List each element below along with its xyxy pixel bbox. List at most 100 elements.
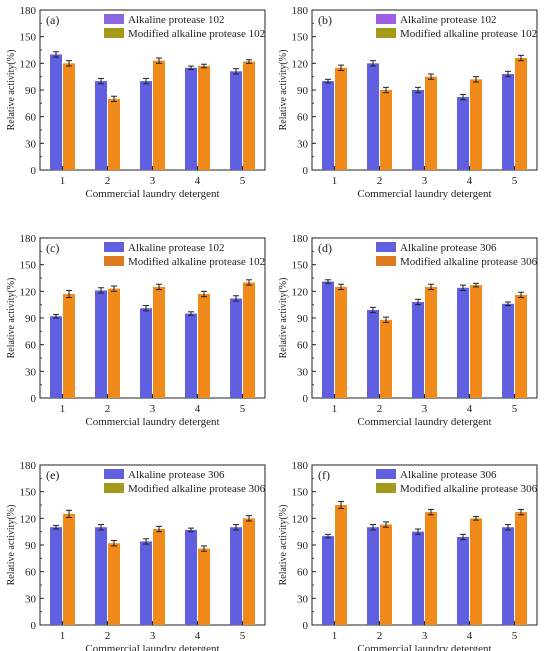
- y-tick-label: 90: [25, 85, 37, 97]
- x-tick-label: 1: [332, 403, 338, 415]
- x-tick-label: 5: [240, 175, 246, 187]
- legend-swatch: [376, 28, 396, 38]
- x-tick-label: 4: [195, 175, 201, 187]
- y-tick-label: 90: [297, 313, 309, 325]
- y-tick-label: 150: [20, 32, 37, 44]
- panel-label: (d): [318, 241, 332, 255]
- bar-series-2: [63, 294, 75, 398]
- bar-series-1: [502, 527, 514, 625]
- bar-series-1: [367, 310, 379, 398]
- y-tick-label: 90: [297, 85, 309, 97]
- bar-series-1: [140, 81, 152, 170]
- x-tick-label: 3: [422, 630, 428, 642]
- x-axis-title: Commercial laundry detergent: [85, 416, 219, 428]
- legend-swatch: [104, 242, 124, 252]
- x-tick-label: 2: [377, 630, 383, 642]
- y-tick-label: 0: [31, 620, 37, 632]
- legend-label: Modified alkaline protease 102: [128, 28, 265, 40]
- y-tick-label: 150: [292, 260, 309, 272]
- bar-series-2: [515, 512, 527, 625]
- bar-series-1: [412, 302, 424, 398]
- bar-series-2: [153, 529, 165, 625]
- bar-series-1: [185, 313, 197, 398]
- legend-swatch: [104, 256, 124, 266]
- x-tick-label: 5: [512, 630, 518, 642]
- legend-label: Alkaline protease 306: [400, 242, 497, 254]
- y-tick-label: 180: [20, 5, 37, 17]
- legend-label: Modified alkaline protease 102: [128, 256, 265, 268]
- bar-series-2: [198, 66, 210, 170]
- x-tick-label: 1: [60, 175, 66, 187]
- x-tick-label: 3: [422, 403, 428, 415]
- bar-series-1: [322, 536, 334, 625]
- x-tick-label: 3: [150, 630, 156, 642]
- x-axis-title: Commercial laundry detergent: [357, 643, 491, 651]
- bar-series-2: [243, 282, 255, 398]
- y-tick-label: 120: [20, 513, 37, 525]
- x-axis-title: Commercial laundry detergent: [85, 643, 219, 651]
- bar-series-2: [335, 505, 347, 625]
- y-tick-label: 180: [292, 460, 309, 472]
- y-tick-label: 180: [292, 233, 309, 245]
- bar-series-1: [230, 71, 242, 170]
- x-tick-label: 2: [377, 403, 383, 415]
- bar-series-2: [243, 518, 255, 625]
- legend-swatch: [376, 14, 396, 24]
- y-tick-label: 0: [303, 393, 309, 405]
- y-axis-title: Relative activity(%): [278, 278, 289, 359]
- legend-swatch: [104, 14, 124, 24]
- bar-series-1: [50, 316, 62, 398]
- bar-series-1: [230, 527, 242, 625]
- y-tick-label: 60: [297, 340, 309, 352]
- y-tick-label: 0: [303, 620, 309, 632]
- chart-panel-c: 0 30 60 90 120 150 180 Relative activity(%) 1 2 3 4…: [6, 233, 266, 428]
- bar-series-1: [457, 97, 469, 170]
- y-tick-label: 60: [297, 567, 309, 579]
- x-tick-label: 4: [467, 630, 473, 642]
- y-tick-label: 60: [25, 340, 37, 352]
- x-tick-label: 4: [195, 630, 201, 642]
- bar-series-1: [412, 531, 424, 625]
- chart-panel-d: 0 30 60 90 120 150 180 Relative activity(%) 1 2 3 4…: [278, 233, 538, 428]
- y-tick-label: 60: [297, 112, 309, 124]
- bar-series-2: [515, 58, 527, 170]
- y-axis-title: Relative activity(%): [6, 278, 17, 359]
- y-axis-title: Relative activity(%): [278, 505, 289, 586]
- bar-series-2: [198, 548, 210, 625]
- x-tick-label: 3: [150, 175, 156, 187]
- y-tick-label: 0: [31, 165, 37, 177]
- x-tick-label: 4: [467, 175, 473, 187]
- bar-series-1: [95, 290, 107, 398]
- bar-series-1: [457, 287, 469, 398]
- bar-series-2: [243, 61, 255, 170]
- legend-swatch: [376, 256, 396, 266]
- y-tick-label: 150: [20, 260, 37, 272]
- x-tick-label: 2: [105, 175, 111, 187]
- bar-series-1: [140, 541, 152, 625]
- x-tick-label: 1: [60, 630, 66, 642]
- legend-label: Modified alkaline protease 306: [400, 256, 538, 268]
- y-tick-label: 60: [25, 112, 37, 124]
- x-tick-label: 4: [467, 403, 473, 415]
- bar-series-1: [502, 74, 514, 170]
- y-tick-label: 0: [31, 393, 37, 405]
- bar-series-2: [108, 288, 120, 398]
- y-tick-label: 30: [297, 366, 309, 378]
- bar-series-1: [322, 81, 334, 170]
- y-tick-label: 180: [292, 5, 309, 17]
- bar-series-1: [412, 90, 424, 170]
- bar-series-2: [153, 286, 165, 398]
- panel-label: (c): [46, 241, 59, 255]
- y-tick-label: 90: [25, 313, 37, 325]
- bar-series-2: [63, 513, 75, 625]
- y-tick-label: 150: [292, 32, 309, 44]
- y-tick-label: 60: [25, 567, 37, 579]
- y-tick-label: 180: [20, 233, 37, 245]
- x-tick-label: 1: [60, 403, 66, 415]
- y-tick-label: 150: [20, 487, 37, 499]
- x-tick-label: 5: [240, 403, 246, 415]
- bar-series-2: [153, 60, 165, 170]
- y-tick-label: 30: [25, 366, 37, 378]
- chart-panel-f: 0 30 60 90 120 150 180 Relative activity(%) 1 2 3 4…: [278, 460, 538, 651]
- y-axis-title: Relative activity(%): [278, 50, 289, 131]
